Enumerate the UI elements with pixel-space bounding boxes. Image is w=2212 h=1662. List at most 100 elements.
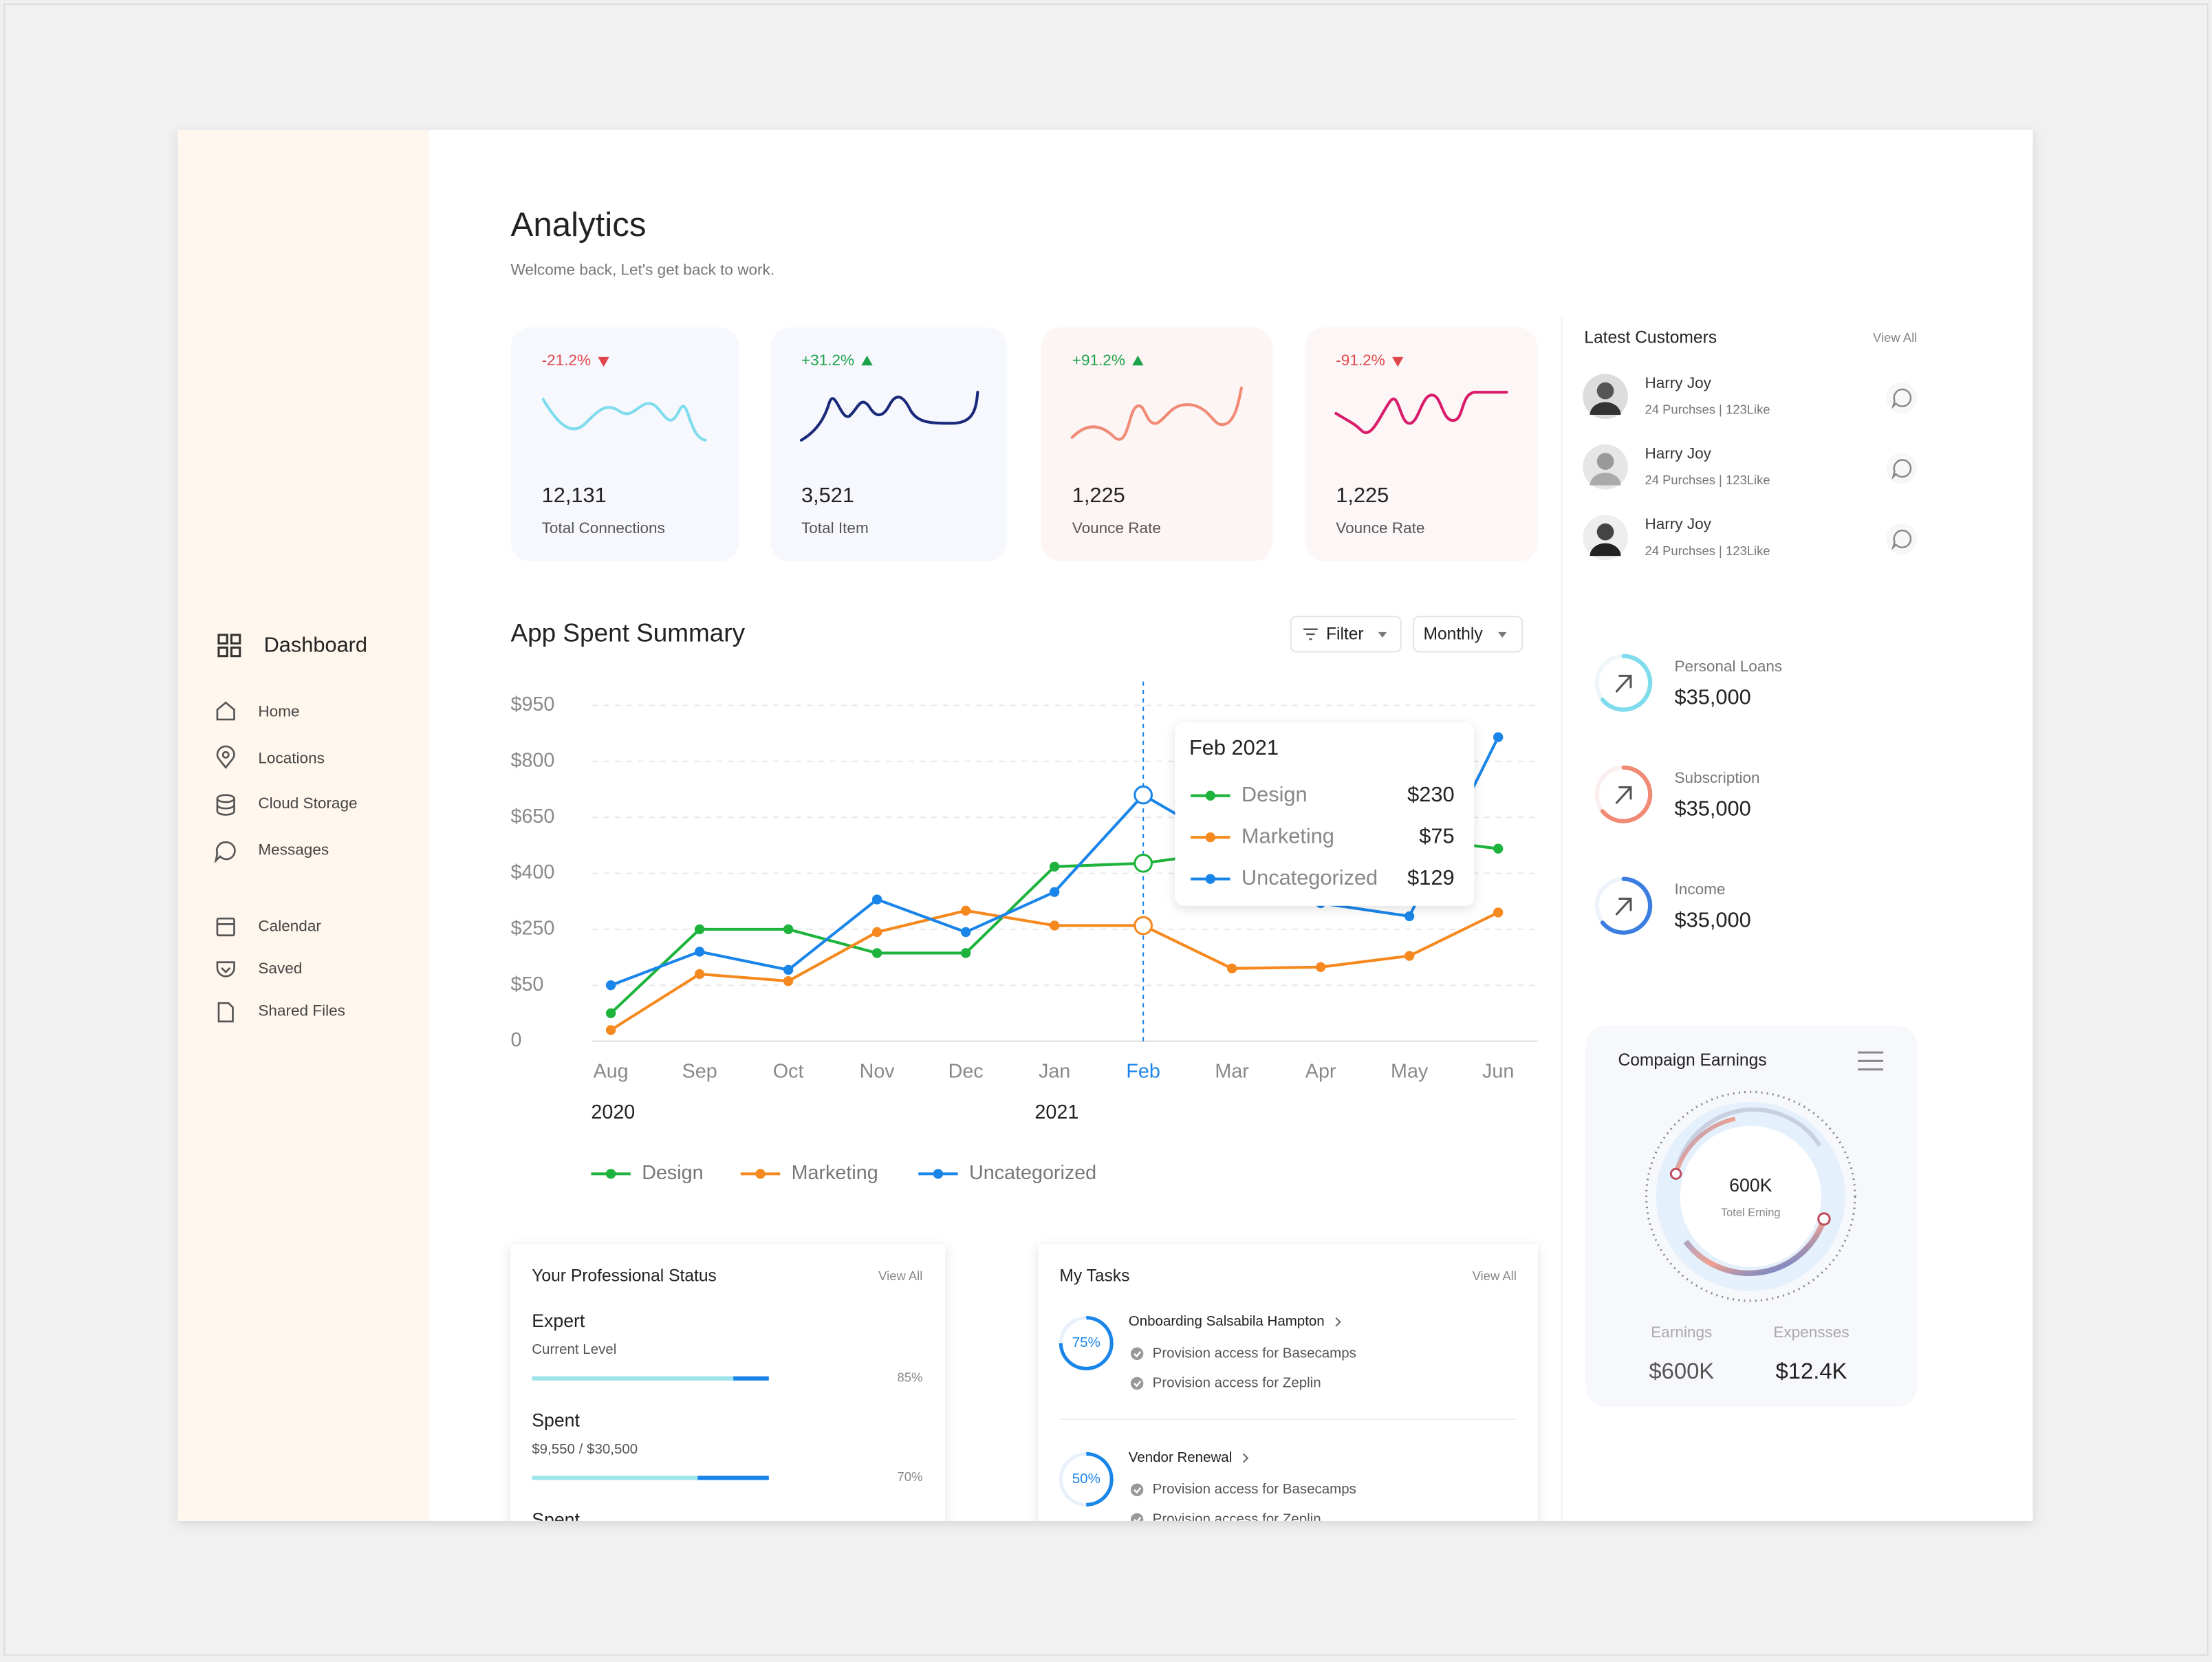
sidebar-item[interactable]: Home <box>258 703 299 720</box>
sidebar-item[interactable]: Locations <box>258 749 325 766</box>
avatars <box>1590 543 1621 557</box>
data-point <box>1049 920 1060 931</box>
sidebar-icons <box>217 1002 234 1023</box>
progress-bar <box>532 1476 698 1480</box>
sparklines <box>541 386 1508 442</box>
chat-buttons[interactable] <box>1891 529 1912 550</box>
data-point <box>871 948 882 958</box>
task-step: Provision access for Basecamps <box>1153 1345 1356 1361</box>
x-tick-label: Aug <box>594 1060 629 1082</box>
view-all[interactable]: View All <box>1473 1269 1517 1283</box>
data-point <box>783 924 794 935</box>
filter-buttons[interactable] <box>1290 616 1402 653</box>
data-point <box>1404 911 1415 922</box>
data-point <box>605 1008 616 1019</box>
avatars <box>1590 473 1621 486</box>
dashboard-icon <box>230 646 241 658</box>
x-tick-label: Sep <box>682 1060 717 1082</box>
finance-rings <box>1594 654 1653 935</box>
sidebar-item[interactable]: Messages <box>258 841 329 859</box>
sparklines <box>541 398 707 442</box>
data-point <box>1493 907 1504 918</box>
trend-arrow <box>1392 356 1404 367</box>
chat-buttons[interactable] <box>1886 382 1918 555</box>
stat-value: 12,131 <box>542 483 607 507</box>
stat-card <box>770 327 1008 562</box>
sidebar-title[interactable]: Dashboard <box>264 632 367 656</box>
stat-label: Vounce Rate <box>1336 519 1424 537</box>
chat-buttons[interactable] <box>1886 453 1918 484</box>
task-name[interactable]: Vendor Renewal <box>1129 1449 1232 1465</box>
data-point <box>1134 916 1153 936</box>
data-point <box>1134 785 1153 805</box>
avatars <box>1596 382 1614 400</box>
filter-button[interactable]: Filter <box>1326 625 1364 643</box>
tooltip-name: Uncategorized <box>1241 865 1378 889</box>
view-all[interactable]: View All <box>878 1269 922 1283</box>
sparklines <box>1070 386 1243 441</box>
sidebar-item[interactable]: Cloud Storage <box>258 795 357 812</box>
menu-button[interactable] <box>1858 1051 1884 1071</box>
sidebar-item[interactable]: Shared Files <box>258 1002 345 1019</box>
legend-label: Design <box>642 1162 703 1184</box>
data-point <box>871 927 882 938</box>
filter-buttons[interactable] <box>1413 616 1524 653</box>
check-icon <box>1130 1347 1144 1361</box>
finance-label: Income <box>1675 881 1726 898</box>
trend-arrow <box>598 356 609 367</box>
task-step: Provision access for Zeplin <box>1153 1374 1321 1390</box>
filter-buttons[interactable] <box>1303 628 1318 640</box>
sidebar-icons <box>221 751 230 759</box>
dashboard-icon <box>217 634 228 645</box>
finance-value: $35,000 <box>1675 796 1751 820</box>
task-name[interactable]: Onboarding Salsabila Hampton <box>1129 1313 1325 1329</box>
avatars <box>1583 374 1628 561</box>
finance-rings <box>1600 765 1653 823</box>
progress-bar-rest <box>733 1376 769 1381</box>
y-tick-label: $400 <box>511 861 555 883</box>
data-point <box>605 980 616 991</box>
data-point <box>960 905 971 916</box>
page-subtitle: Welcome back, Let's get back to work. <box>511 261 775 279</box>
data-point <box>783 975 794 986</box>
status-panel <box>510 1244 946 1521</box>
dashboard-icon <box>217 634 241 658</box>
sidebar-item[interactable]: Saved <box>258 960 302 977</box>
view-all[interactable]: View All <box>1873 330 1917 345</box>
chevron <box>1335 1317 1341 1327</box>
status-detail: $9,550 / $30,500 <box>532 1441 638 1457</box>
status-label: Spent <box>532 1410 580 1430</box>
finance-rings <box>1615 897 1632 916</box>
chat-buttons[interactable] <box>1886 382 1918 413</box>
trend-arrow <box>1132 355 1144 366</box>
section-title: Latest Customers <box>1584 329 1717 347</box>
sidebar-icons <box>216 961 235 978</box>
sidebar-item[interactable]: Calendar <box>258 917 321 934</box>
chat-buttons[interactable] <box>1891 459 1912 480</box>
tooltip-swatch-dot <box>1205 832 1215 843</box>
customer-detail: 24 Purchses | 123Like <box>1645 402 1770 417</box>
filter-button[interactable]: Monthly <box>1423 625 1483 643</box>
task-step: Provision access for Zeplin <box>1153 1511 1321 1526</box>
data-point <box>1049 887 1060 897</box>
status-percent: 70% <box>897 1469 922 1484</box>
chat-buttons[interactable] <box>1891 388 1912 409</box>
data-point <box>960 948 971 958</box>
chevron <box>1242 1453 1249 1463</box>
filter-buttons[interactable] <box>1290 616 1524 653</box>
check-mark <box>1134 1381 1142 1388</box>
data-point <box>960 927 971 938</box>
data-point <box>694 947 705 957</box>
avatars <box>1596 523 1614 541</box>
earnings-ring <box>1673 1107 1822 1174</box>
sidebar-icons <box>214 841 236 864</box>
y-tick-label: $50 <box>511 973 544 995</box>
data-point <box>1315 962 1326 972</box>
tooltip-name: Design <box>1241 782 1308 806</box>
data-point <box>1493 843 1504 854</box>
chat-buttons[interactable] <box>1886 523 1918 555</box>
check-icon <box>1130 1483 1144 1497</box>
stat-value: 1,225 <box>1336 483 1389 507</box>
stat-label: Vounce Rate <box>1072 519 1161 537</box>
